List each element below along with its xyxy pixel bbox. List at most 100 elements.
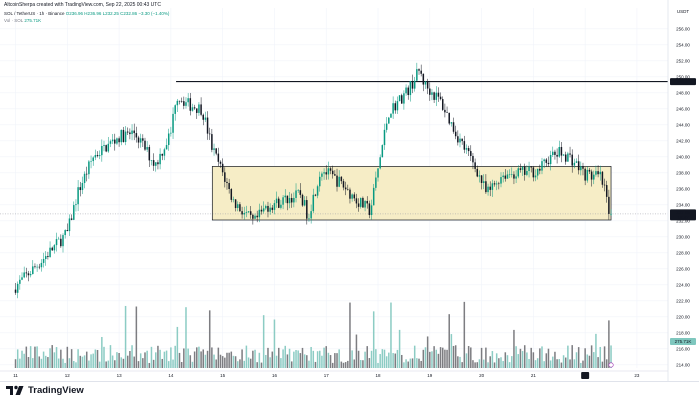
candle-body (580, 166, 582, 171)
volume-bar (68, 358, 71, 368)
volume-bar (23, 353, 25, 368)
volume-bar (534, 360, 537, 368)
volume-bar (340, 361, 343, 368)
volume-bar (470, 347, 472, 368)
symbol-label[interactable]: SOL / TetherUS · 1h · Binance (4, 11, 65, 16)
candle-body (562, 154, 565, 156)
volume-bar (461, 362, 463, 368)
volume-bar (36, 346, 38, 368)
candle-body (472, 155, 474, 163)
price-tick-label: 234.00 (676, 202, 690, 207)
candle-body (150, 160, 153, 161)
candle-body (206, 117, 209, 134)
volume-bar (362, 360, 364, 368)
volume-bar (254, 349, 256, 368)
candle-body (590, 171, 593, 180)
candle-body (193, 107, 196, 109)
candle-body (577, 161, 580, 171)
candle-body (53, 245, 56, 251)
volume-bar (92, 353, 94, 368)
candle-body (36, 266, 38, 268)
candle-body (51, 247, 53, 251)
volume-bar (245, 345, 248, 368)
volume-bar (271, 351, 274, 368)
volume-bar (595, 333, 597, 368)
price-tick-label: 254.00 (676, 42, 690, 47)
price-tick-label: 228.00 (676, 250, 690, 255)
candle-body (282, 197, 284, 205)
volume-bar (385, 356, 388, 368)
candle-body (310, 211, 312, 219)
volume-bar (57, 358, 60, 368)
price-tick-label: 214.00 (676, 362, 690, 367)
volume-bar (193, 351, 196, 368)
candle-body (176, 100, 179, 106)
candle-body (105, 145, 107, 152)
time-tick-label: 18 (376, 373, 382, 378)
volume-bar (536, 358, 539, 368)
candle-body (506, 174, 509, 179)
candle-body (120, 129, 123, 143)
candle-body (219, 161, 222, 164)
candle-body (92, 157, 94, 162)
candle-body (385, 123, 388, 130)
volume-bar (599, 346, 602, 368)
volume-bar (372, 311, 375, 368)
price-tick-label: 216.00 (676, 346, 690, 351)
volume-bar (459, 356, 461, 368)
candle-body (101, 146, 103, 156)
volume-bar (249, 358, 252, 368)
volume-bar (610, 345, 612, 368)
candle-body (388, 117, 390, 124)
volume-bar (232, 355, 235, 368)
candle-body (163, 149, 166, 156)
volume-bar (224, 357, 226, 368)
volume-bar (338, 349, 340, 368)
candle-body (536, 168, 539, 176)
volume-bar (27, 357, 30, 368)
volume-bar (357, 350, 360, 368)
candle-body (543, 159, 545, 162)
candle-body (362, 197, 364, 208)
candle-body (439, 96, 442, 100)
volume-bar (495, 353, 498, 368)
volume-bar (267, 347, 269, 368)
volume-bar (491, 351, 494, 368)
candle-body (27, 273, 30, 276)
candle-body (200, 104, 202, 115)
volume-bar (523, 345, 526, 368)
candle-body (532, 167, 535, 178)
candle-body (286, 195, 289, 204)
candle-body (357, 203, 360, 207)
candle-body (420, 70, 422, 74)
chart-credit: AltcoinSherpa created with TradingView.c… (4, 2, 161, 8)
volume-value-label: 275.71K (675, 339, 692, 344)
candle-body (586, 169, 589, 181)
volume-bar (416, 358, 418, 368)
volume-bar (237, 361, 239, 368)
candle-body (424, 81, 427, 85)
candle-body (381, 145, 384, 158)
candle-body (303, 200, 306, 206)
tradingview-logo[interactable]: TradingView (6, 385, 84, 396)
volume-bar (286, 354, 289, 368)
volume-bar (381, 349, 384, 368)
volume-bar (81, 356, 84, 368)
price-chart[interactable]: USDT 256.00 254.00 252.00 250.00 248.00 246.00… (0, 0, 699, 381)
price-tick-label: 240.00 (676, 154, 690, 159)
candle-body (556, 154, 558, 157)
candle-body (485, 181, 487, 193)
volume-bar (139, 353, 142, 368)
candle-body (558, 147, 561, 157)
candle-body (262, 208, 265, 212)
volume-bar (51, 345, 53, 368)
candle-body (347, 189, 349, 190)
volume-bar (368, 358, 371, 368)
price-tick-label: 218.00 (676, 330, 690, 335)
candle-body (146, 147, 148, 150)
time-tick-label: 17 (324, 373, 330, 378)
volume-bar (260, 362, 263, 368)
volume-bar (226, 352, 228, 368)
candle-body (344, 187, 347, 190)
candle-body (260, 209, 263, 212)
